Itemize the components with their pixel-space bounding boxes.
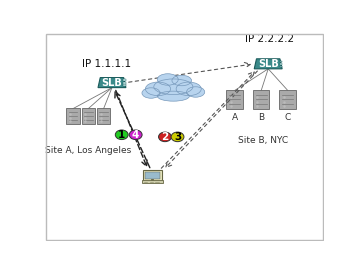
Polygon shape — [254, 59, 282, 69]
FancyBboxPatch shape — [142, 180, 163, 183]
FancyBboxPatch shape — [145, 172, 160, 179]
Ellipse shape — [142, 88, 160, 98]
Circle shape — [129, 130, 142, 140]
FancyBboxPatch shape — [253, 90, 269, 109]
FancyBboxPatch shape — [280, 61, 283, 62]
Ellipse shape — [186, 87, 205, 97]
FancyBboxPatch shape — [66, 108, 80, 124]
FancyBboxPatch shape — [279, 90, 296, 109]
Ellipse shape — [172, 75, 192, 86]
Ellipse shape — [154, 79, 193, 95]
FancyBboxPatch shape — [123, 82, 126, 84]
Text: IP 1.1.1.1: IP 1.1.1.1 — [82, 59, 131, 69]
FancyBboxPatch shape — [280, 66, 283, 67]
FancyBboxPatch shape — [82, 108, 95, 124]
FancyBboxPatch shape — [280, 63, 283, 65]
FancyBboxPatch shape — [97, 108, 110, 124]
Circle shape — [115, 130, 128, 140]
Polygon shape — [98, 78, 126, 88]
Circle shape — [158, 132, 171, 142]
Text: SLB: SLB — [258, 59, 279, 69]
Text: IP 2.2.2.2: IP 2.2.2.2 — [245, 34, 294, 44]
Text: Site A, Los Angeles: Site A, Los Angeles — [45, 146, 131, 155]
Text: 4: 4 — [132, 130, 139, 140]
Ellipse shape — [145, 82, 171, 96]
Text: C: C — [285, 113, 291, 122]
Text: 2: 2 — [161, 132, 168, 142]
Ellipse shape — [157, 91, 189, 101]
FancyBboxPatch shape — [123, 85, 126, 86]
FancyBboxPatch shape — [123, 79, 126, 81]
Ellipse shape — [176, 82, 201, 96]
FancyBboxPatch shape — [226, 90, 243, 109]
FancyBboxPatch shape — [143, 170, 162, 181]
Circle shape — [171, 132, 184, 142]
Text: 1: 1 — [118, 130, 125, 140]
Text: SLB: SLB — [102, 78, 122, 88]
Text: B: B — [258, 113, 264, 122]
Text: Site B, NYC: Site B, NYC — [238, 136, 288, 145]
Ellipse shape — [157, 74, 178, 85]
Text: 3: 3 — [174, 132, 181, 142]
Text: A: A — [231, 113, 238, 122]
